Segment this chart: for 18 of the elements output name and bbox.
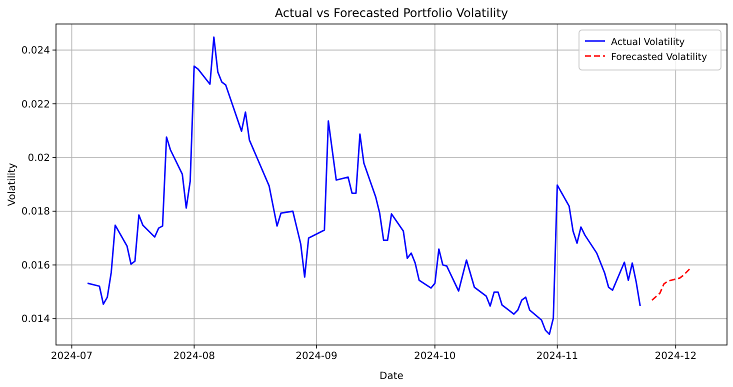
x-tick-label: 2024-07 [50, 351, 93, 362]
legend-label: Actual Volatility [611, 37, 686, 48]
x-tick-label: 2024-12 [654, 351, 697, 362]
y-tick-label: 0.024 [21, 46, 50, 57]
y-tick-label: 0.02 [28, 153, 50, 164]
y-tick-label: 0.016 [21, 260, 50, 272]
x-axis-title: Date [380, 371, 404, 382]
y-tick-label: 0.022 [21, 99, 50, 110]
legend-label: Forecasted Volatility [611, 52, 708, 63]
y-tick-label: 0.014 [21, 314, 50, 326]
x-tick-label: 2024-11 [536, 351, 578, 362]
x-tick-label: 2024-09 [296, 351, 338, 362]
line-series [651, 266, 692, 301]
y-tick-label: 0.018 [21, 206, 50, 218]
x-tick-label: 2024-10 [414, 351, 456, 362]
chart-title: Actual vs Forecasted Portfolio Volatility [274, 6, 508, 20]
x-tick-label: 2024-08 [173, 351, 216, 362]
y-axis-title: Volatility [7, 162, 18, 206]
